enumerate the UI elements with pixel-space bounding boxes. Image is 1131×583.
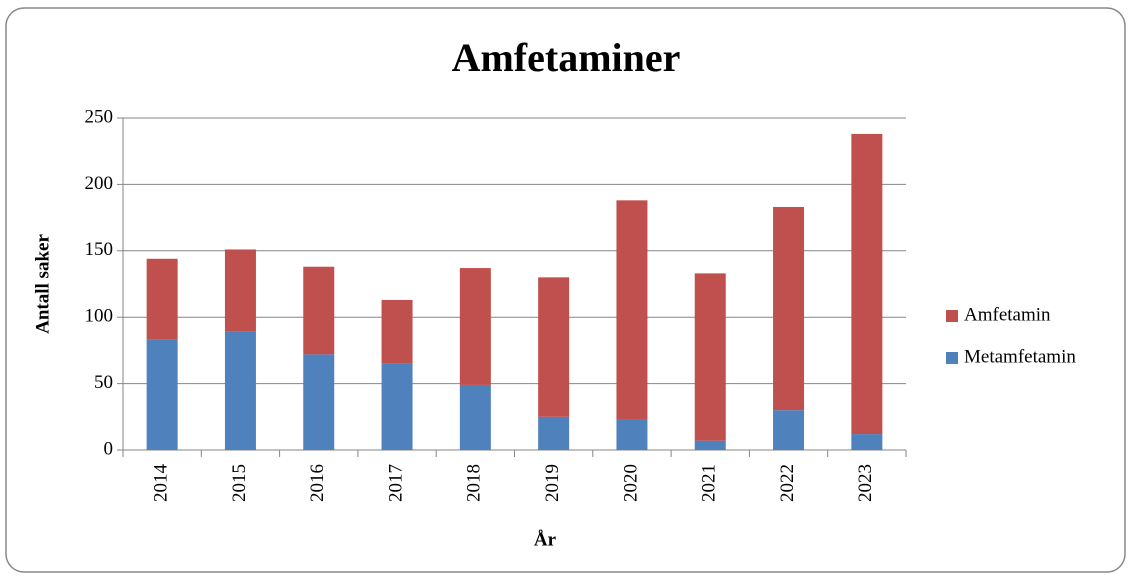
bar	[538, 277, 570, 417]
bar	[773, 410, 805, 450]
bar	[851, 434, 883, 450]
y-tick-label: 250	[85, 106, 114, 127]
bar	[146, 339, 178, 450]
x-tick-label: 2018	[464, 464, 485, 502]
legend-swatch	[946, 310, 958, 322]
bar	[381, 299, 413, 364]
y-tick-label: 200	[85, 173, 114, 194]
bar	[146, 258, 178, 340]
bar	[381, 363, 413, 450]
x-tick-label: 2015	[229, 464, 250, 502]
x-tick-label: 2021	[699, 464, 720, 502]
bar	[459, 268, 491, 385]
bar	[538, 416, 570, 450]
x-tick-label: 2016	[307, 464, 328, 502]
bar	[303, 266, 335, 355]
bar	[459, 384, 491, 450]
bar	[773, 206, 805, 411]
y-tick-label: 50	[94, 372, 113, 393]
bar	[694, 440, 726, 450]
x-tick-label: 2023	[855, 464, 876, 502]
bar	[224, 331, 256, 450]
x-tick-label: 2020	[620, 464, 641, 502]
bar	[616, 200, 648, 420]
bar	[303, 354, 335, 450]
bar	[851, 133, 883, 435]
x-tick-label: 2014	[151, 464, 172, 503]
x-tick-label: 2017	[385, 464, 406, 502]
bar	[694, 273, 726, 441]
bar	[616, 419, 648, 450]
legend-label: Amfetamin	[964, 304, 1051, 325]
y-tick-label: 100	[85, 306, 114, 327]
y-tick-label: 150	[85, 239, 114, 260]
x-tick-label: 2019	[542, 464, 563, 502]
x-axis-title: År	[534, 529, 557, 550]
legend-swatch	[946, 352, 958, 364]
legend-label: Metamfetamin	[964, 346, 1076, 367]
chart-title: Amfetaminer	[452, 35, 681, 80]
bar	[224, 249, 256, 332]
y-tick-label: 0	[104, 438, 114, 459]
x-tick-label: 2022	[777, 464, 798, 502]
y-axis-title: Antall saker	[32, 234, 53, 334]
